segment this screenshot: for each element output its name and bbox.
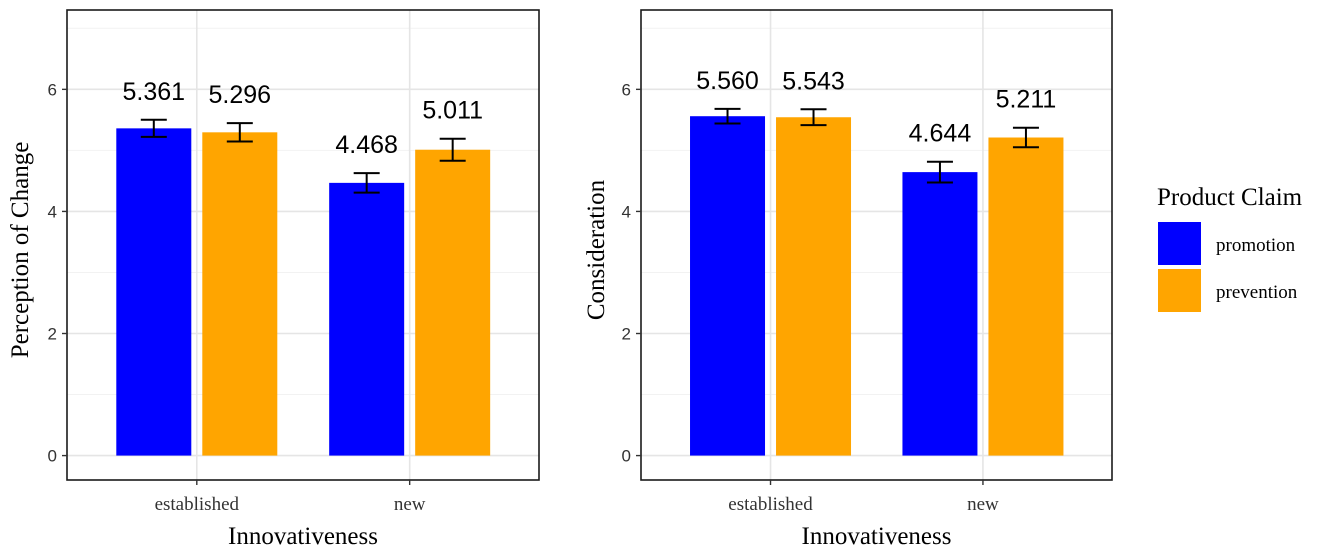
error-bar bbox=[353, 172, 380, 194]
y-axis: 0 2 4 6 bbox=[48, 80, 67, 466]
x-tick-label: established bbox=[155, 494, 240, 515]
data-label: 4.644 bbox=[909, 120, 972, 148]
bar bbox=[988, 137, 1064, 456]
legend-label: promotion bbox=[1216, 235, 1296, 256]
error-bar bbox=[800, 108, 827, 127]
chart-perception-of-change: 5.361 4.468 5.296 5.011 0 2 4 6 established new In… bbox=[7, 9, 540, 547]
legend-swatch bbox=[1158, 269, 1201, 312]
error-bar bbox=[439, 137, 466, 162]
panel-border bbox=[66, 9, 540, 481]
x-tick-label: new bbox=[394, 494, 426, 515]
error-bar bbox=[226, 122, 253, 143]
bar bbox=[776, 117, 852, 456]
y-tick-label: 2 bbox=[622, 325, 631, 344]
y-tick-label: 6 bbox=[622, 80, 631, 99]
legend-item-prevention: prevention bbox=[1158, 269, 1298, 312]
x-axis-title: Innovativeness bbox=[228, 523, 378, 547]
bar bbox=[329, 182, 405, 456]
legend-item-promotion: promotion bbox=[1158, 222, 1296, 265]
data-label: 5.543 bbox=[782, 67, 845, 95]
data-label: 5.011 bbox=[422, 97, 483, 125]
panel-border bbox=[640, 9, 1113, 481]
y-tick-label: 0 bbox=[622, 447, 631, 466]
bar bbox=[690, 116, 766, 456]
bar bbox=[116, 128, 192, 456]
bar bbox=[415, 149, 491, 456]
x-tick-label: new bbox=[967, 494, 999, 515]
y-tick-label: 6 bbox=[48, 80, 57, 99]
y-axis-title: Perception of Change bbox=[7, 142, 34, 359]
data-label: 5.361 bbox=[123, 78, 186, 106]
error-bar bbox=[714, 107, 741, 125]
error-bar bbox=[1012, 126, 1039, 149]
bar bbox=[902, 172, 978, 456]
error-bar bbox=[140, 118, 167, 138]
bar bbox=[202, 132, 278, 456]
y-axis: 0 2 4 6 bbox=[622, 80, 641, 466]
y-tick-label: 0 bbox=[48, 447, 57, 466]
chart-consideration: 5.560 4.644 5.543 5.211 0 2 4 6 established new In… bbox=[583, 9, 1113, 547]
series-promotion: 5.361 4.468 bbox=[116, 78, 405, 456]
error-bar bbox=[926, 160, 953, 184]
x-axis-title: Innovativeness bbox=[802, 523, 952, 547]
y-tick-label: 4 bbox=[48, 202, 57, 221]
legend-title: Product Claim bbox=[1157, 184, 1303, 211]
series-prevention: 5.296 5.011 bbox=[202, 81, 491, 456]
legend-swatch bbox=[1158, 222, 1201, 265]
data-label: 5.296 bbox=[209, 81, 272, 109]
y-tick-label: 4 bbox=[622, 202, 631, 221]
y-axis-title: Consideration bbox=[583, 179, 610, 320]
data-label: 5.560 bbox=[696, 67, 759, 95]
y-tick-label: 2 bbox=[48, 325, 57, 344]
legend: Product Claim promotion prevention bbox=[1157, 184, 1303, 312]
data-label: 5.211 bbox=[996, 86, 1057, 114]
series-promotion: 5.560 4.644 bbox=[690, 67, 978, 456]
x-axis: established new bbox=[155, 480, 426, 515]
x-tick-label: established bbox=[728, 494, 813, 515]
data-label: 4.468 bbox=[335, 131, 398, 159]
legend-label: prevention bbox=[1216, 282, 1298, 303]
x-axis: established new bbox=[728, 480, 999, 515]
series-prevention: 5.543 5.211 bbox=[776, 67, 1064, 456]
